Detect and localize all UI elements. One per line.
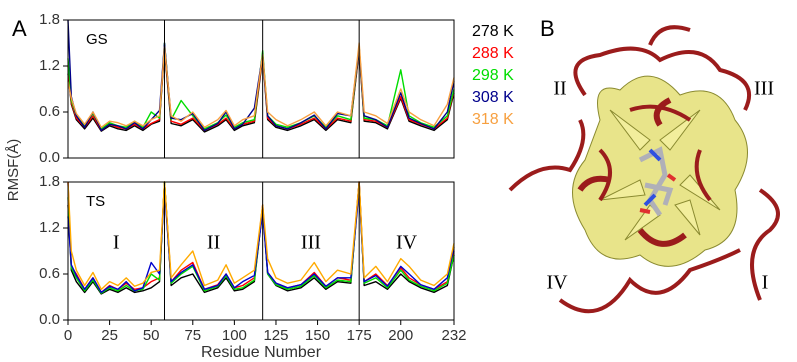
x-tick-label: 25 bbox=[101, 327, 118, 344]
x-tick-label: 125 bbox=[263, 327, 288, 344]
legend-entry: 308 K bbox=[472, 89, 514, 106]
panel-tag: GS bbox=[86, 31, 108, 48]
y-tick-label: 1.2 bbox=[39, 57, 60, 74]
domain-label: II bbox=[553, 78, 566, 100]
domain-annotation: III bbox=[301, 232, 321, 254]
x-axis-label: Residue Number bbox=[201, 344, 322, 361]
x-tick-label: 0 bbox=[64, 327, 72, 344]
y-tick-label: 0.6 bbox=[39, 265, 60, 282]
series-line bbox=[68, 43, 454, 127]
series-line bbox=[68, 43, 454, 129]
x-tick-label: 232 bbox=[441, 327, 466, 344]
legend-entry: 288 K bbox=[472, 45, 514, 62]
panel-label: B bbox=[540, 16, 555, 41]
panel-tag: TS bbox=[86, 193, 105, 210]
legend-entry: 278 K bbox=[472, 23, 514, 40]
x-tick-label: 100 bbox=[222, 327, 247, 344]
domain-label: III bbox=[754, 78, 774, 100]
y-tick-label: 0.6 bbox=[39, 103, 60, 120]
domain-label: IV bbox=[546, 272, 568, 294]
x-tick-label: 75 bbox=[184, 327, 201, 344]
y-tick-label: 0.0 bbox=[39, 149, 60, 166]
y-tick-label: 0.0 bbox=[39, 311, 60, 328]
y-tick-label: 1.8 bbox=[39, 173, 60, 190]
protein-structure bbox=[510, 27, 778, 311]
x-tick-label: 50 bbox=[143, 327, 160, 344]
x-tick-label: 175 bbox=[347, 327, 372, 344]
domain-annotation: I bbox=[113, 232, 120, 254]
legend-entry: 298 K bbox=[472, 67, 514, 84]
domain-annotation: IV bbox=[396, 232, 418, 254]
domain-label: I bbox=[762, 272, 769, 294]
x-tick-label: 150 bbox=[305, 327, 330, 344]
figure: A B II III IV I 0.00.61.21.8GSRMSF(Å)278… bbox=[0, 0, 797, 362]
y-axis-label: RMSF(Å) bbox=[5, 139, 22, 202]
panel-label: A bbox=[12, 16, 27, 41]
y-tick-label: 1.8 bbox=[39, 11, 60, 28]
y-tick-label: 1.2 bbox=[39, 219, 60, 236]
domain-annotation: II bbox=[207, 232, 220, 254]
legend-entry: 318 K bbox=[472, 111, 514, 128]
x-tick-label: 200 bbox=[388, 327, 413, 344]
